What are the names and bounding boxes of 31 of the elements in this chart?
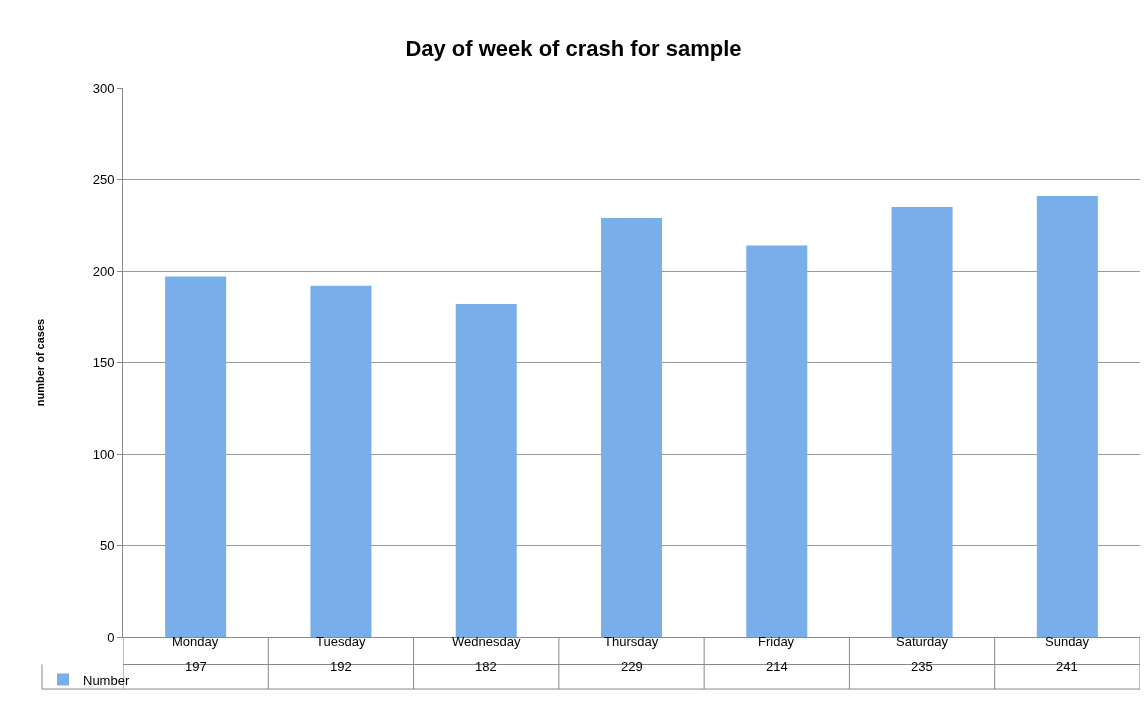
- data-label: 192: [330, 659, 352, 674]
- chart-title: Day of week of crash for sample: [405, 35, 742, 61]
- bar: [600, 217, 663, 637]
- data-label: 235: [911, 659, 933, 674]
- x-tick-label: Monday: [172, 634, 219, 649]
- x-tick-label: Tuesday: [316, 634, 366, 649]
- legend-label: Number: [83, 672, 130, 688]
- y-tick-label: 100: [92, 446, 115, 462]
- y-tick-label: 150: [92, 355, 115, 371]
- y-axis-title: number of cases: [34, 318, 47, 407]
- bar: [891, 206, 953, 637]
- x-tick-label: Thursday: [604, 634, 659, 649]
- y-tick-label: 50: [99, 538, 115, 554]
- bar: [746, 245, 808, 637]
- data-label: 214: [766, 659, 788, 674]
- x-tick-label: Sunday: [1045, 634, 1090, 649]
- y-tick-label: 200: [92, 263, 115, 279]
- y-tick-label: 0: [107, 629, 115, 645]
- bar: [1036, 195, 1098, 637]
- data-label: 229: [621, 659, 643, 674]
- y-tick-label: 250: [92, 172, 115, 188]
- y-tick-label: 300: [92, 80, 115, 96]
- bar: [310, 285, 372, 637]
- bar: [455, 303, 517, 637]
- bar: [165, 276, 227, 637]
- x-tick-label: Friday: [758, 634, 795, 649]
- x-tick-label: Wednesday: [452, 634, 521, 649]
- data-label: 241: [1056, 659, 1078, 674]
- x-tick-label: Saturday: [896, 634, 949, 649]
- data-label: 182: [475, 659, 497, 674]
- data-label: 197: [185, 659, 207, 674]
